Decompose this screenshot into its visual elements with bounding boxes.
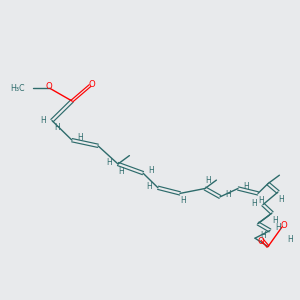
Text: H: H — [252, 199, 257, 208]
Text: O: O — [88, 80, 95, 88]
Text: H: H — [107, 158, 112, 167]
Text: H: H — [55, 123, 60, 132]
Text: H: H — [206, 176, 211, 185]
Text: H: H — [259, 196, 265, 206]
Text: H: H — [226, 190, 231, 199]
Text: H: H — [287, 235, 293, 244]
Text: H: H — [181, 196, 187, 206]
Text: O: O — [257, 238, 264, 247]
Text: H: H — [273, 216, 278, 225]
Text: H: H — [275, 223, 281, 232]
Text: H: H — [77, 133, 83, 142]
Text: H: H — [119, 167, 124, 176]
Text: H: H — [148, 166, 154, 175]
Text: H: H — [41, 116, 46, 125]
Text: H₃C: H₃C — [10, 84, 25, 93]
Text: H: H — [147, 182, 152, 191]
Text: H: H — [244, 182, 249, 190]
Text: O: O — [280, 221, 287, 230]
Text: H: H — [279, 195, 284, 204]
Text: O: O — [45, 82, 52, 91]
Text: H: H — [260, 231, 266, 240]
